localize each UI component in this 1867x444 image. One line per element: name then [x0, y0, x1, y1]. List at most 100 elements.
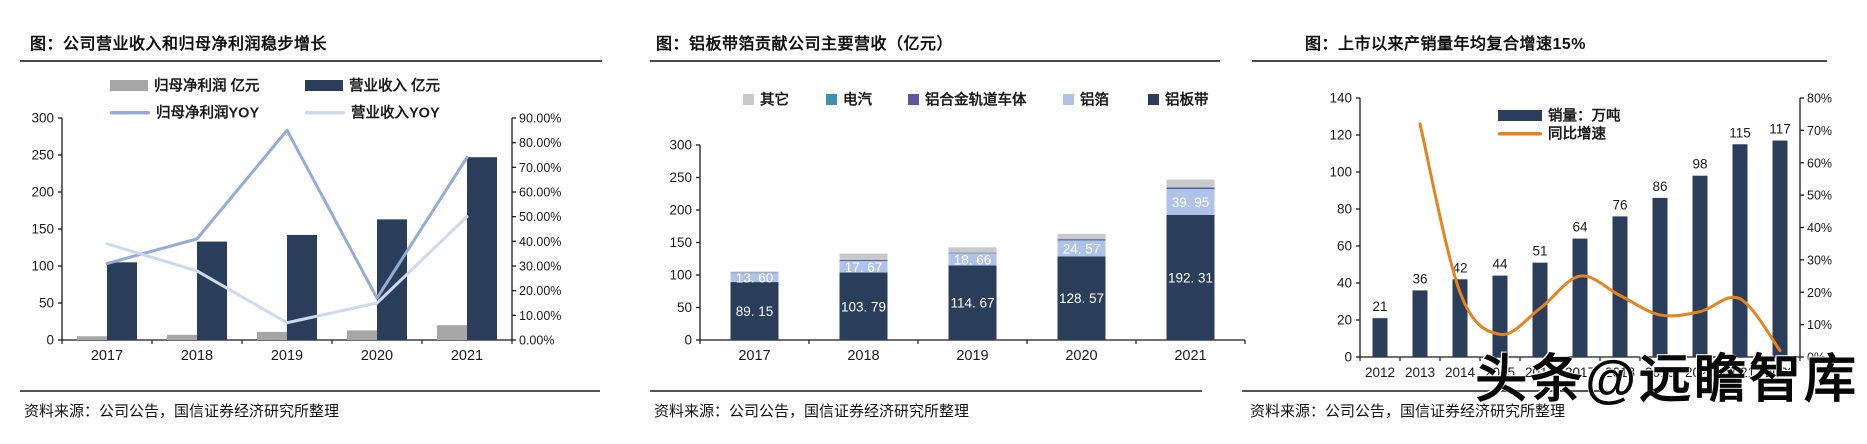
x-axis-category-label: 2012: [1365, 365, 1395, 380]
bar-value-label: 98: [1692, 157, 1707, 172]
bars: 21 36 42 44 51 64 76 86 98 115 117: [1372, 122, 1791, 357]
left-axis-tick-label: 150: [31, 222, 54, 237]
bar: [1372, 318, 1388, 357]
bar: [1692, 175, 1708, 357]
right-axis-tick-label: 20.00%: [519, 284, 561, 298]
bar-value-label: 115: [1729, 125, 1751, 140]
bar-value-label: 42: [1452, 260, 1467, 275]
right-axis-tick-label: 70.00%: [519, 161, 561, 175]
left-axis-tick-label: 300: [31, 111, 54, 126]
left-axis-tick-label: 80: [1337, 202, 1352, 217]
x-axis-category-label: 2022: [1765, 365, 1795, 380]
x-axis-category-label: 2017: [1565, 365, 1595, 380]
legend-line-swatch: [110, 111, 150, 115]
left-axis-tick-label: 40: [1337, 276, 1352, 291]
stacked-segment: [1057, 233, 1106, 239]
bar: [1612, 216, 1628, 357]
x-axis-category-label: 2021: [451, 348, 483, 364]
right-axis-tick-label: 60%: [1807, 156, 1832, 170]
x-axis-category-label: 2018: [847, 348, 879, 364]
left-axis-tick-label: 50: [39, 296, 54, 311]
stacked-segment: [1166, 187, 1215, 190]
left-axis-tick-label: 250: [31, 148, 54, 163]
right-axis-tick-label: 80%: [1807, 92, 1832, 106]
x-axis-category-label: 2015: [1485, 365, 1515, 380]
bar-value-label: 117: [1769, 122, 1791, 137]
trend-line: [1418, 122, 1782, 353]
right-axis-tick-label: 50.00%: [519, 210, 561, 224]
x-axis-category-label: 2021: [1725, 365, 1755, 380]
bar: [1772, 140, 1788, 357]
title-underline: [20, 60, 602, 62]
panel-revenue-profit: 图：公司营业收入和归母净利润稳步增长 0 50 100 150 200 250 300 201…: [20, 0, 605, 444]
x-axis-category-label: 2017: [738, 348, 770, 364]
revenue-breakdown-stacked-chart: 0 50 100 150 200 250 300 2017 2018 2019 2020 2021 89…: [669, 91, 1246, 364]
right-axis-tick-label: 0.00%: [519, 334, 554, 348]
left-axis-tick-label: 20: [1337, 313, 1352, 328]
title-underline: [650, 60, 1220, 62]
trend-line: [105, 128, 469, 300]
bar-value-label: 44: [1492, 257, 1508, 272]
left-axis-tick-label: 300: [669, 138, 692, 153]
left-axis-tick-label: 100: [31, 259, 54, 274]
right-axis-tick-label: 0%: [1807, 351, 1825, 365]
left-axis-tick-label: 0: [684, 333, 692, 348]
x-axis-category-label: 2019: [271, 348, 303, 364]
x-axis-category-label: 2020: [1065, 348, 1097, 364]
stacked-segment: [730, 273, 779, 283]
segment-value-label: 18. 66: [954, 252, 992, 267]
legend-bar-swatch: [1498, 110, 1542, 121]
x-axis-category-label: 2014: [1445, 365, 1476, 380]
watermark: 头条@远瞻智库: [1475, 351, 1859, 409]
right-axis-tick-label: 50%: [1807, 189, 1832, 203]
legend-label: 销量：万吨: [1548, 107, 1621, 125]
bar-value-label: 86: [1652, 179, 1667, 194]
legend: 其它 电汽 铝合金轨道车体 铝箔 铝板带: [743, 91, 1209, 109]
x-axis-category-label: 2018: [1605, 365, 1635, 380]
segment-value-label: 24. 57: [1063, 241, 1101, 256]
revenue-profit-combo-chart: 0 50 100 150 200 250 300 2017 2018 2019 2020 2021 0.…: [31, 77, 561, 365]
stacked-segment: [948, 247, 997, 253]
segment-value-label: 13. 60: [736, 271, 774, 286]
stacked-segment: [1166, 214, 1215, 340]
right-axis-tick-label: 70%: [1807, 124, 1832, 138]
right-axis-tick-label: 10.00%: [519, 309, 561, 323]
left-axis-tick-label: 200: [669, 203, 692, 218]
left-axis-tick-label: 60: [1337, 239, 1352, 254]
x-axis-category-label: 2020: [1685, 365, 1715, 380]
chart-title: 图：铝板带箔贡献公司主要营收（亿元）: [656, 36, 954, 53]
bar: [287, 234, 317, 340]
legend-swatch: [826, 94, 837, 105]
segment-value-label: 39. 95: [1172, 195, 1210, 210]
stacked-segment: [839, 272, 888, 340]
left-axis-tick-label: 150: [669, 235, 692, 250]
stacked-segment: [839, 253, 888, 260]
legend-label: 归母净利润YOY: [156, 104, 259, 122]
stacked-segment: [1166, 189, 1215, 215]
bar: [347, 330, 377, 340]
legend-line-swatch: [305, 111, 345, 115]
source-divider: [650, 390, 1202, 392]
legend-swatch: [743, 94, 754, 105]
title-underline: [1252, 60, 1827, 62]
segment-value-label: 128. 57: [1059, 291, 1104, 306]
bar: [1732, 144, 1748, 357]
legend-label: 铝箔: [1080, 91, 1109, 109]
chart-title: 图：公司营业收入和归母净利润稳步增长: [30, 36, 328, 53]
bar-value-label: 76: [1612, 197, 1627, 212]
right-axis-tick-label: 40.00%: [519, 235, 561, 249]
legend-label: 同比增速: [1548, 125, 1606, 143]
segment-value-label: 89. 15: [736, 304, 774, 319]
bar: [467, 157, 497, 340]
legend-label: 营业收入 亿元: [349, 77, 441, 95]
chart-title: 图：上市以来产销量年均复合增速15%: [1305, 36, 1587, 53]
legend-bar-swatch: [110, 80, 148, 91]
source-note: 资料来源：公司公告，国信证券经济研究所整理: [1250, 403, 1566, 420]
segment-value-label: 103. 79: [841, 299, 886, 314]
right-axis-tick-label: 40%: [1807, 221, 1832, 235]
stacked-segment: [948, 253, 997, 266]
x-axis-category-label: 2013: [1405, 365, 1435, 380]
source-note: 资料来源：公司公告，国信证券经济研究所整理: [24, 403, 340, 420]
